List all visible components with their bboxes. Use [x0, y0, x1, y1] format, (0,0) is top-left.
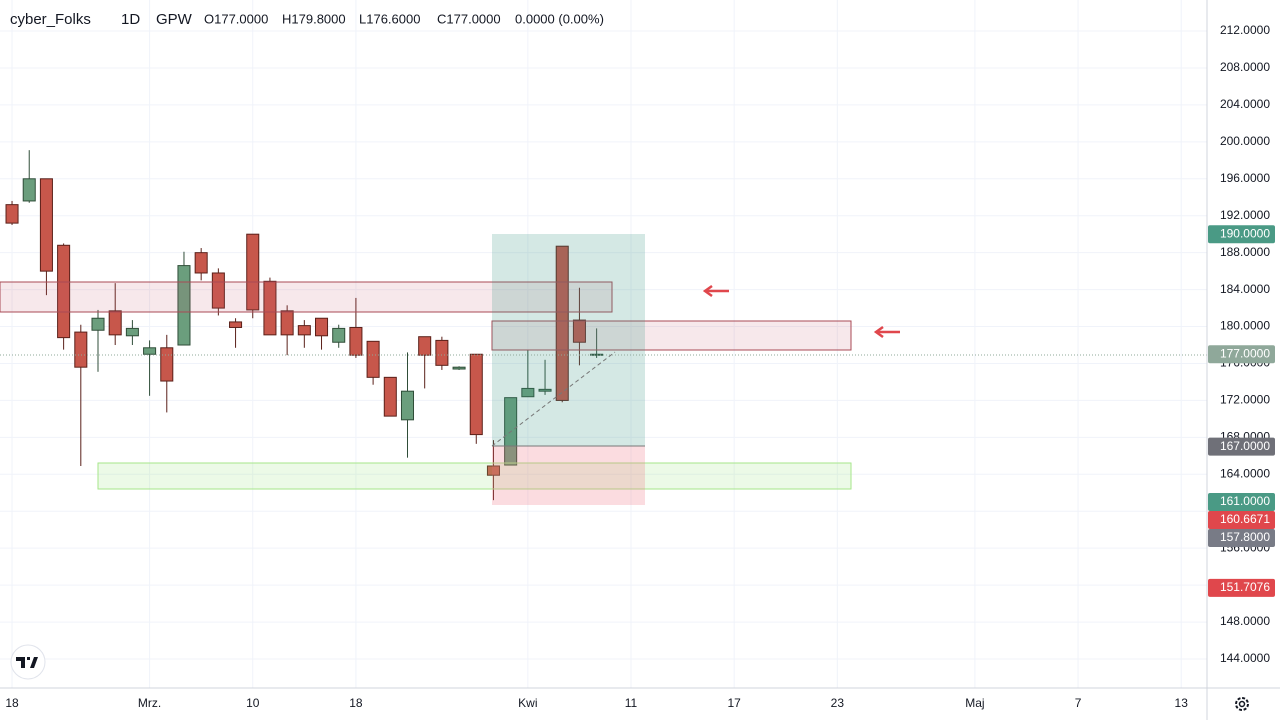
- price-marker-label: 177.0000: [1220, 346, 1270, 360]
- candle-body: [521, 387, 535, 398]
- y-tick-label: 196.0000: [1220, 171, 1270, 185]
- candle-body: [366, 340, 380, 378]
- price-marker-label: 151.7076: [1220, 580, 1270, 594]
- y-tick-label: 180.0000: [1220, 319, 1270, 333]
- price-marker: [1208, 437, 1275, 456]
- x-tick-label: 11: [625, 696, 638, 710]
- arrow: [702, 284, 900, 339]
- y-tick-label: 212.0000: [1220, 23, 1270, 37]
- price-marker-label: 190.0000: [1220, 226, 1270, 240]
- candle-body: [194, 252, 208, 274]
- candle-body: [160, 347, 174, 382]
- x-tick-label: 10: [246, 696, 260, 710]
- candle-body: [555, 245, 569, 401]
- candle-body: [469, 353, 483, 436]
- ohlc-high: H179.8000: [282, 11, 346, 26]
- candle-body: [5, 204, 19, 224]
- x-tick-label: 7: [1075, 696, 1082, 710]
- interval[interactable]: 1D: [121, 11, 140, 28]
- candle-body: [39, 178, 53, 272]
- candle-body: [452, 366, 466, 370]
- y-tick-label: 172.0000: [1220, 393, 1270, 407]
- candle-body: [332, 327, 346, 343]
- candle-body: [22, 178, 36, 202]
- candle-body: [383, 376, 397, 417]
- candle-body: [246, 233, 260, 311]
- x-tick-label: Maj: [965, 696, 984, 710]
- y-tick-label: 200.0000: [1220, 134, 1270, 148]
- price-marker: [1208, 345, 1275, 364]
- ohlc-low: L176.6000: [359, 11, 420, 26]
- ohlc-close: C177.0000: [437, 11, 501, 26]
- y-tick-label: 208.0000: [1220, 60, 1270, 74]
- candle-body: [229, 321, 243, 328]
- price-marker-label: 160.6671: [1220, 512, 1270, 526]
- x-tick-label: 17: [727, 696, 741, 710]
- price-marker-label: 161.0000: [1220, 494, 1270, 508]
- candle-body: [297, 325, 311, 336]
- dashed-line: [491, 351, 616, 447]
- candle-body: [91, 317, 105, 331]
- price-marker: [1208, 493, 1275, 512]
- y-tick-label: 148.0000: [1220, 614, 1270, 628]
- y-tick-label: 188.0000: [1220, 245, 1270, 259]
- x-tick-label: Kwi: [518, 696, 537, 710]
- y-tick-label: 144.0000: [1220, 651, 1270, 665]
- profit-zone: [492, 234, 645, 446]
- candle-body: [349, 326, 363, 356]
- price-marker-label: 157.8000: [1220, 530, 1270, 544]
- candles: [5, 150, 604, 501]
- y-tick-label: 164.0000: [1220, 466, 1270, 480]
- price-marker-label: 167.0000: [1220, 439, 1270, 453]
- price-marker: [1208, 578, 1275, 597]
- symbol[interactable]: cyber_Folks: [10, 11, 91, 28]
- candle-body: [590, 353, 604, 356]
- candle-body: [435, 339, 449, 366]
- candle-body: [108, 310, 122, 336]
- candle-body: [400, 390, 415, 421]
- loss-zone: [492, 446, 645, 505]
- candle-body: [74, 331, 88, 368]
- y-tick-label: 184.0000: [1220, 282, 1270, 296]
- candle-body: [280, 310, 294, 336]
- axes: 144.0000148.0000152.0000156.0000160.0000…: [5, 23, 1275, 710]
- price-marker: [1208, 225, 1275, 244]
- zone-rect: [0, 281, 613, 313]
- candle-body: [263, 280, 277, 336]
- settings-icon[interactable]: [1235, 697, 1249, 711]
- price-marker: [1208, 511, 1275, 530]
- zone-rect: [97, 462, 852, 490]
- price-marker: [1208, 529, 1275, 548]
- exchange: GPW: [156, 11, 193, 28]
- ohlc-open: O177.0000: [204, 11, 268, 26]
- candle-body: [486, 465, 500, 476]
- candle-body: [125, 327, 139, 337]
- x-tick-label: 13: [1175, 696, 1189, 710]
- y-tick-label: 192.0000: [1220, 208, 1270, 222]
- candle-body: [538, 388, 552, 392]
- ohlc-change: 0.0000 (0.00%): [515, 11, 604, 26]
- candle-body: [57, 244, 71, 339]
- x-tick-label: 23: [831, 696, 845, 710]
- drawings: [0, 234, 900, 505]
- candle-body: [418, 336, 432, 356]
- candle-body: [572, 319, 586, 343]
- candle-body: [143, 347, 157, 355]
- x-tick-label: Mrz.: [138, 696, 161, 710]
- zone-rect: [491, 320, 852, 351]
- y-tick-label: 204.0000: [1220, 97, 1270, 111]
- x-tick-label: 18: [349, 696, 363, 710]
- candle-body: [177, 265, 191, 346]
- x-tick-label: 18: [5, 696, 19, 710]
- candle-body: [315, 317, 329, 337]
- tv-logo[interactable]: [10, 644, 46, 680]
